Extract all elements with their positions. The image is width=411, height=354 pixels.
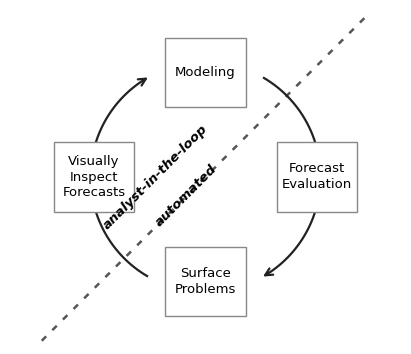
Text: Visually
Inspect
Forecasts: Visually Inspect Forecasts (62, 154, 125, 200)
FancyBboxPatch shape (54, 142, 134, 212)
Text: Forecast
Evaluation: Forecast Evaluation (282, 162, 352, 192)
FancyBboxPatch shape (166, 38, 245, 107)
FancyBboxPatch shape (166, 247, 245, 316)
Text: automated: automated (153, 163, 220, 230)
Text: Modeling: Modeling (175, 66, 236, 79)
FancyBboxPatch shape (277, 142, 357, 212)
Text: analyst-in-the-loop: analyst-in-the-loop (100, 122, 210, 232)
Text: Surface
Problems: Surface Problems (175, 267, 236, 296)
